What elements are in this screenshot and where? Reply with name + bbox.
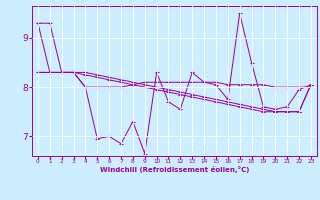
- X-axis label: Windchill (Refroidissement éolien,°C): Windchill (Refroidissement éolien,°C): [100, 166, 249, 173]
